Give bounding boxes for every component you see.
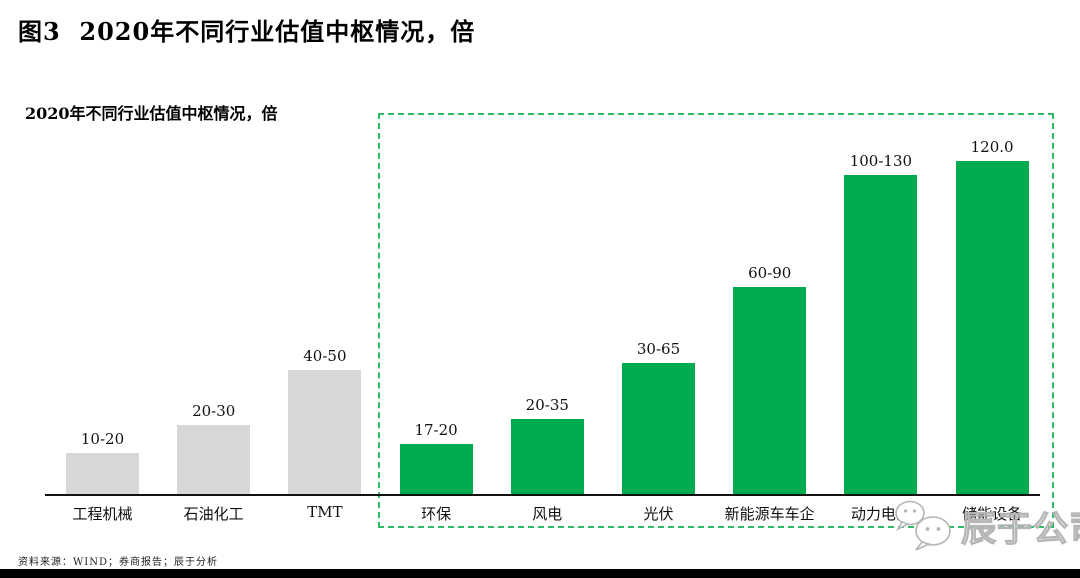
bar-value-label: 40-50 <box>303 347 347 365</box>
bar-category-label: 石油化工 <box>183 505 244 523</box>
watermark: 辰于公司 <box>893 498 1080 554</box>
x-axis-line <box>45 494 1040 496</box>
bar <box>177 425 251 495</box>
bar-value-label: 120.0 <box>970 138 1014 156</box>
figure-title: 图3 2020年不同行业估值中枢情况，倍 <box>18 17 476 46</box>
bar <box>955 161 1029 495</box>
bar-category-label: TMT <box>307 503 343 521</box>
watermark-text: 辰于公司 <box>960 508 1080 550</box>
bar-category-label: 光伏 <box>643 505 674 523</box>
bar-category-label: 风电 <box>532 505 563 523</box>
bar-value-label: 20-30 <box>192 402 236 420</box>
bar-category-label: 新能源车车企 <box>724 505 815 523</box>
bar <box>510 419 584 495</box>
bar <box>844 175 918 495</box>
bar-value-label: 60-90 <box>748 264 792 282</box>
chart-title: 2020年不同行业估值中枢情况，倍 <box>25 104 278 123</box>
bar-category-label: 环保 <box>421 505 452 523</box>
bar <box>288 370 362 495</box>
bar-value-label: 10-20 <box>80 430 125 448</box>
bar-category-label: 储能设备 <box>962 505 1023 523</box>
source-note: 资料来源：WIND；券商报告；辰于分析 <box>18 557 218 568</box>
wechat-chat-bubbles-icon <box>895 500 951 551</box>
bar <box>622 363 695 495</box>
bar <box>66 453 139 495</box>
bar-category-label: 工程机械 <box>72 505 133 523</box>
bar-value-label: 30-65 <box>636 340 681 358</box>
highlight-dashed-box <box>378 113 1054 528</box>
bottom-black-bar <box>0 569 1080 578</box>
bar <box>399 444 473 495</box>
bar-value-label: 100-130 <box>849 152 913 170</box>
bar-value-label: 17-20 <box>414 421 458 439</box>
bar-value-label: 20-35 <box>525 396 569 414</box>
bar <box>733 287 807 495</box>
